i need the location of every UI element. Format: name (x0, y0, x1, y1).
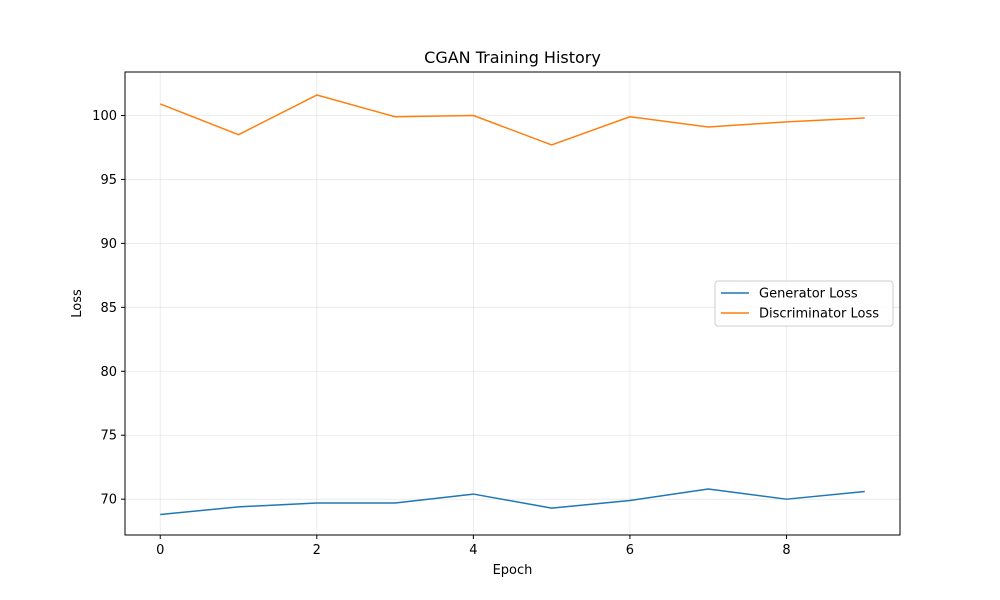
y-tick-label: 80 (100, 365, 117, 380)
y-tick-label: 90 (100, 237, 117, 252)
x-tick-label: 6 (626, 543, 634, 558)
x-tick-label: 0 (156, 543, 164, 558)
x-axis-title: Epoch (493, 563, 533, 578)
legend-box (714, 280, 894, 327)
series-line-1 (159, 94, 865, 146)
axis-ticks: 0 2 4 6 8 70 75 80 85 90 95 100 (92, 109, 790, 558)
legend-label: Discriminator Loss (759, 307, 879, 322)
y-tick-label: 75 (100, 429, 117, 444)
y-tick-label: 70 (100, 493, 117, 508)
x-tick-label: 8 (782, 543, 790, 558)
x-tick-label: 4 (469, 543, 477, 558)
chart-title: CGAN Training History (424, 48, 601, 67)
y-tick-label: 85 (100, 301, 117, 316)
legend: Generator Loss Discriminator Loss (714, 280, 894, 327)
y-axis-title: Loss (70, 289, 85, 318)
plot-area-frame (124, 71, 901, 536)
legend-label: Generator Loss (759, 287, 858, 302)
y-tick-label: 100 (92, 109, 117, 124)
y-tick-label: 95 (100, 173, 117, 188)
grid (125, 72, 900, 535)
series-lines (159, 94, 865, 516)
series-line-0 (160, 488, 865, 516)
x-tick-label: 2 (313, 543, 321, 558)
